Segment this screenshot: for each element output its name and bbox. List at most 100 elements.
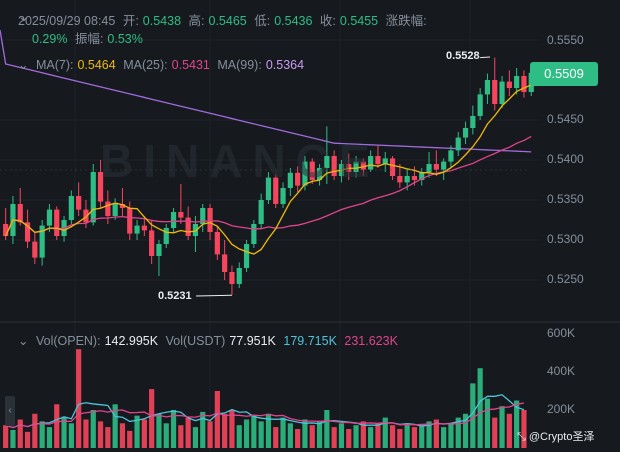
candle-body [287,172,293,188]
open-label: 开: [122,14,139,28]
volume-bar [112,404,118,448]
volume-bar [441,427,447,448]
ma7-line [5,84,532,255]
min-marker-line [195,294,232,297]
candle-body [229,272,235,284]
volume-bar [309,425,315,448]
candle-body [46,209,53,226]
candle-body [105,201,111,216]
volume-bar [229,410,235,448]
close-value: 0.5455 [339,14,379,28]
candle-body [484,80,491,95]
candle-body [280,188,286,204]
volume-bar [389,425,396,448]
volume-bar [178,425,184,448]
candle-body [521,76,527,92]
candle-body [97,172,104,202]
volume-bar [470,383,476,448]
candle-body [24,222,31,242]
volume-bar [404,423,410,448]
volume-bar [97,421,104,448]
shrink-icon[interactable]: ⤡ [517,431,526,443]
volume-bar [295,429,301,448]
volume-bar [331,427,337,448]
footer-text: @Crypto圣泽 [528,431,595,443]
volume-bar [222,413,228,448]
vol-usdt-value: 77.951K [229,334,276,348]
volume-bar [83,419,89,448]
low-value: 0.5436 [274,14,313,28]
candle-body [222,254,228,272]
max-price-marker: 0.5528 [446,50,480,62]
ma99-line [0,29,532,153]
candle-body [39,225,45,258]
candle-body [170,212,177,228]
volume-bar [426,421,432,448]
candle-body [462,128,469,138]
price-tick-1: 0.5450 [547,112,584,126]
candle-body [273,177,279,204]
candle-body [499,81,505,104]
candle-body [200,208,206,224]
volume-bar [353,425,359,448]
ohlc-info: 2025/09/29 08:45 开: 0.5438 高: 0.5465 低: 0.5… [18,10,431,29]
vol-usdt-label: Vol(USDT) [165,334,226,348]
volume-bar [280,417,286,448]
candle-body [492,80,498,104]
high-label: 高: [188,14,205,28]
candle-body [470,116,476,128]
volume-bar [492,417,498,448]
scroll-left-button[interactable]: ‹ [5,396,15,426]
candle-body [251,224,257,244]
candle-body [404,176,410,183]
volume-bar [3,425,9,448]
ma7-polyline [5,84,532,255]
candle-body [324,156,330,168]
price-tick-4: 0.5300 [547,232,584,246]
volume-bar [477,368,483,448]
ma-toggle-icon[interactable]: ⌄ [18,58,29,72]
volume-bar [68,423,74,448]
candle-body [134,225,140,234]
footer-credit: ⤡ @Crypto圣泽 [517,428,594,444]
volume-bar [265,413,272,448]
candle-body [207,208,213,232]
candle-body [514,76,520,88]
candle-body [83,209,89,223]
volume-bar [346,429,352,448]
volume-bar [170,410,177,448]
volume-bar [46,427,53,448]
volume-bar [397,429,403,448]
collapse-toggle-icon[interactable]: ⌄ [18,8,31,24]
volume-bar [455,417,461,448]
candle-body [141,225,147,231]
volume-bar [287,423,293,448]
volume-bar [382,417,388,448]
candle-body [455,137,461,151]
volume-bar [514,400,520,448]
price-tick-0: 0.5550 [547,33,584,47]
volume-bar [127,430,133,448]
candle-body [68,196,74,220]
volume-toggle-icon[interactable]: ⌄ [18,334,29,348]
candle-body [119,204,126,208]
ma7-label: MA(7): [35,58,74,72]
open-value: 0.5438 [142,14,182,28]
volume-bar [141,419,147,448]
volume-bar [17,419,23,448]
volume-bar [521,410,527,448]
low-label: 低: [254,14,271,28]
candle-body [382,158,388,164]
volume-legend: ⌄ Vol(OPEN): 142.995K Vol(USDT) 77.951K 17… [18,333,402,348]
max-marker-line [480,56,491,59]
candle-body [127,208,133,234]
volume-bar [192,427,199,448]
candle-body [477,94,483,116]
change-value: 0.29% [32,32,68,46]
candle-body [112,204,118,216]
ma-legend: ⌄ MA(7): 0.5464 MA(25): 0.5431 MA(99): 0.53… [18,57,308,72]
volume-bar [105,427,111,448]
ma99-value: 0.5364 [265,58,305,72]
volume-bar [236,425,242,448]
